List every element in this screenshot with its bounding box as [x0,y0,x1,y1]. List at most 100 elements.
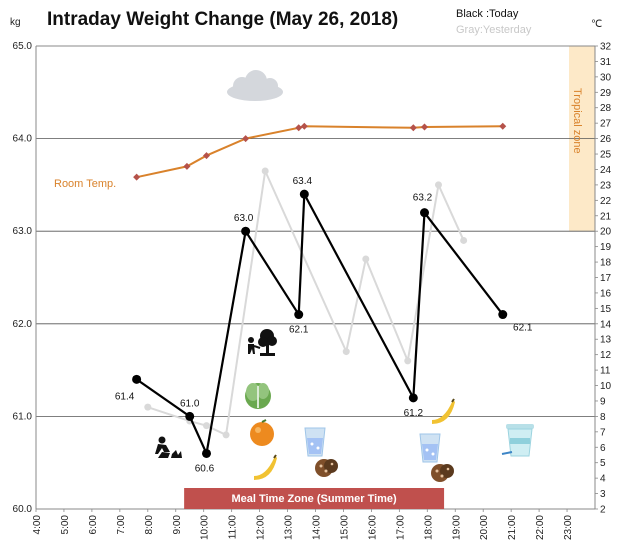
room-temp-point [421,123,429,131]
room-temp-line [136,125,503,179]
today-point [185,411,195,421]
y-right-tick-label: 21 [600,211,612,222]
y-right-ticks: 2345678910111213141516171819202122232425… [595,42,612,516]
x-tick-label: 23:00 [563,515,574,540]
y-right-tick-label: 30 [600,72,612,83]
series-yesterday [144,167,468,439]
gridlines [36,138,595,417]
x-tick-label: 22:00 [535,515,546,540]
series-room-temp [133,122,507,181]
today-data-label: 62.1 [289,325,309,336]
y-right-tick-label: 10 [600,381,612,392]
yesterday-line [147,167,465,437]
yesterday-point [342,348,350,356]
today-point [201,448,211,458]
today-point [241,226,251,236]
x-tick-label: 14:00 [312,515,323,540]
x-tick-label: 4:00 [32,515,43,535]
room-temp-point [409,124,417,132]
room-temp-point [202,152,210,160]
tropical-zone-label: Tropical zone [571,88,583,154]
y-right-tick-label: 16 [600,288,612,299]
room-temp-point [300,122,308,130]
y-right-tick-label: 3 [600,489,606,500]
today-data-label: 63.4 [293,176,313,187]
y-right-tick-label: 25 [600,150,612,161]
series-today: 61.4 61.0 60.6 63.0 62.1 63.4 61.2 63.2 62.1 [115,176,533,474]
y-right-tick-label: 28 [600,103,612,114]
yesterday-point [362,255,370,263]
yesterday-point [261,167,269,175]
y-right-tick-label: 6 [600,443,606,454]
today-point [132,374,142,384]
legend-today: Black :Today [456,8,519,20]
cookies-icon [315,459,338,477]
yesterday-point [144,403,152,411]
room-temp-point [133,173,141,181]
today-data-label: 62.1 [513,323,533,334]
x-tick-label: 6:00 [88,515,99,535]
yesterday-point [202,422,210,430]
today-data-label: 63.2 [413,193,433,204]
y-left-ticks: 60.0 61.0 62.0 63.0 64.0 65.0 [13,41,33,515]
x-tick-label: 11:00 [228,515,239,540]
today-point [420,208,430,218]
y-right-tick-label: 32 [600,42,612,53]
orange-icon [250,419,274,446]
yesterday-point [404,357,412,365]
x-tick-label: 20:00 [479,515,490,540]
today-data-label: 61.0 [180,398,200,409]
y-left-tick-label: 65.0 [13,41,33,52]
room-temp-point [183,162,191,170]
x-tick-label: 7:00 [116,515,127,535]
yesterday-point [222,431,230,439]
today-point [294,310,304,320]
y-right-tick-label: 17 [600,273,612,284]
room-temp-label: Room Temp. [54,178,116,190]
x-tick-label: 5:00 [60,515,71,535]
yesterday-point [434,181,442,189]
y-right-tick-label: 7 [600,427,606,438]
x-tick-label: 15:00 [339,515,350,540]
legend-yesterday: Gray:Yesterday [456,24,532,36]
today-point [498,310,508,320]
meal-time-zone-label: Meal Time Zone (Summer Time) [231,493,397,505]
y-left-tick-label: 60.0 [13,504,33,515]
y-right-tick-label: 22 [600,196,612,207]
water-glass-icon-2 [419,433,441,463]
y-left-tick-label: 62.0 [13,319,33,330]
x-tick-label: 8:00 [144,515,155,535]
x-tick-label: 19:00 [451,515,462,540]
banana-icon [254,454,277,480]
x-tick-label: 18:00 [423,515,434,540]
today-point [299,189,309,199]
y-right-unit: ℃ [591,19,602,30]
y-right-tick-label: 31 [600,57,612,68]
y-right-tick-label: 20 [600,227,612,238]
yogurt-cup-icon [501,424,534,457]
today-data-label: 63.0 [234,213,254,224]
x-tick-label: 21:00 [507,515,518,540]
y-left-tick-label: 61.0 [13,411,33,422]
x-tick-label: 13:00 [284,515,295,540]
room-temp-point [295,124,303,132]
tree-person-icon [248,329,277,356]
gardening-person-icon [155,436,182,458]
y-right-tick-label: 4 [600,474,606,485]
today-data-label: 61.4 [115,391,135,402]
yesterday-point [460,236,468,244]
x-tick-label: 17:00 [395,515,406,540]
y-right-tick-label: 12 [600,350,612,361]
y-left-unit: kg [10,17,21,28]
y-left-tick-label: 63.0 [13,226,33,237]
x-tick-label: 9:00 [172,515,183,535]
y-right-tick-label: 13 [600,335,612,346]
cookies-icon-2 [431,464,454,482]
x-tick-label: 16:00 [367,515,378,540]
y-right-tick-label: 9 [600,396,606,407]
banana-icon-2 [432,398,455,424]
y-right-tick-label: 19 [600,242,612,253]
y-right-tick-label: 27 [600,119,612,130]
x-tick-label: 10:00 [200,515,211,540]
